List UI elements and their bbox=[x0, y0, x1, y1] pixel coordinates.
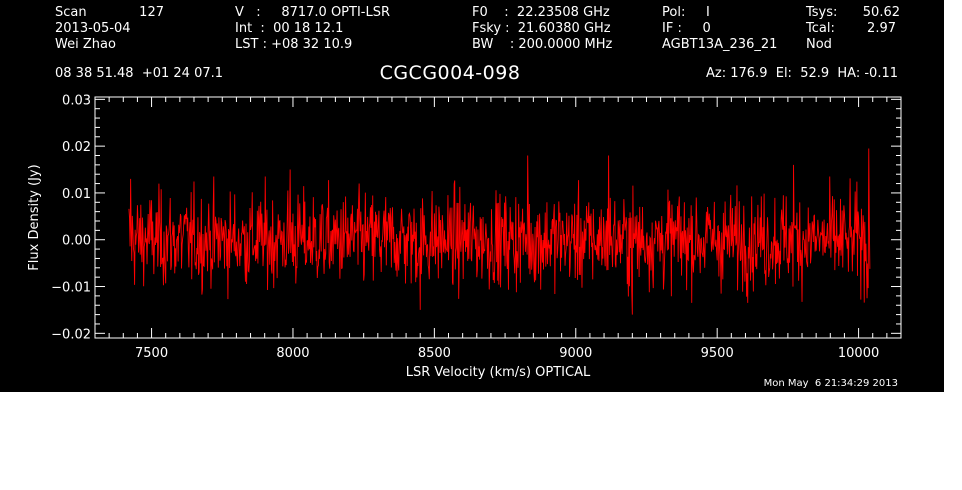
tcal-label: Tcal: bbox=[806, 21, 835, 36]
x-axis-label: LSR Velocity (km/s) OPTICAL bbox=[406, 365, 591, 380]
observing-mode: Nod bbox=[806, 37, 832, 52]
tsys-label: Tsys: bbox=[806, 5, 838, 20]
spectrum-line bbox=[128, 148, 871, 315]
scan-label: Scan bbox=[55, 5, 87, 20]
sky-frequency: Fsky : 21.60380 GHz bbox=[472, 21, 611, 36]
x-tick-label: 9500 bbox=[701, 346, 734, 361]
observer-name: Wei Zhao bbox=[55, 37, 116, 52]
observation-date: 2013-05-04 bbox=[55, 21, 131, 36]
spectrum-chart: 7500 8000 8500 9000 9500 10000 −0.02 −0.01 0.00 0… bbox=[27, 93, 902, 380]
polarization: Pol: I bbox=[662, 5, 710, 20]
y-axis-label: Flux Density (Jy) bbox=[27, 164, 42, 270]
rest-frequency: F0 : 22.23508 GHz bbox=[472, 5, 610, 20]
tcal-value: 2.97 bbox=[867, 21, 896, 36]
plot-frame bbox=[94, 96, 902, 339]
if-number: IF : 0 bbox=[662, 21, 711, 36]
x-tick-label: 9000 bbox=[559, 346, 592, 361]
scan-number: 127 bbox=[139, 5, 164, 20]
pointing-info: Az: 176.9 El: 52.9 HA: -0.11 bbox=[706, 66, 898, 81]
x-tick-label: 8000 bbox=[276, 346, 309, 361]
y-tick-label: −0.01 bbox=[51, 281, 91, 296]
project-id: AGBT13A_236_21 bbox=[662, 37, 778, 52]
plot-window: Scan 127 2013-05-04 Wei Zhao V : 8717.0 … bbox=[0, 0, 944, 392]
y-tick-label: −0.02 bbox=[51, 327, 91, 342]
lst-info: LST : +08 32 10.9 bbox=[235, 37, 353, 52]
plot-timestamp: Mon May 6 21:34:29 2013 bbox=[763, 378, 898, 389]
tsys-value: 50.62 bbox=[862, 5, 900, 20]
source-coordinates: 08 38 51.48 +01 24 07.1 bbox=[55, 66, 224, 81]
y-tick-label: 0.00 bbox=[62, 234, 91, 249]
source-name: CGCG004-098 bbox=[379, 62, 521, 84]
integration-time: Int : 00 18 12.1 bbox=[235, 21, 344, 36]
y-tick-label: 0.03 bbox=[62, 93, 91, 108]
bandwidth: BW : 200.0000 MHz bbox=[472, 37, 613, 52]
x-tick-label: 8500 bbox=[418, 346, 451, 361]
velocity-info: V : 8717.0 OPTI-LSR bbox=[235, 5, 391, 20]
y-tick-label: 0.01 bbox=[62, 187, 91, 202]
x-tick-label: 7500 bbox=[135, 346, 168, 361]
y-tick-label: 0.02 bbox=[62, 140, 91, 155]
x-tick-label: 10000 bbox=[838, 346, 879, 361]
